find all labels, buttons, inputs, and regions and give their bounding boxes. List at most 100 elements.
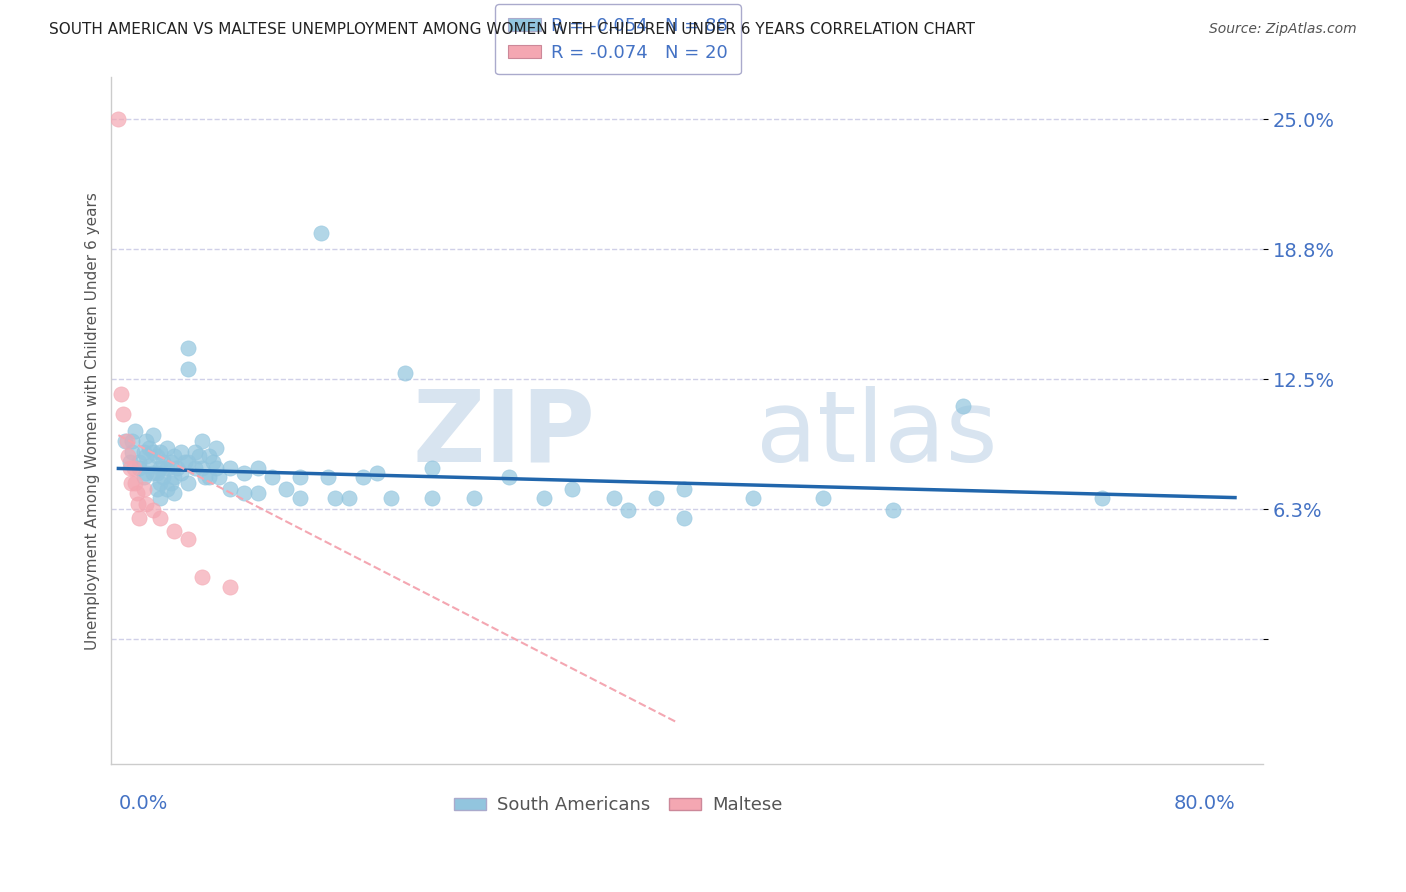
Legend: South Americans, Maltese: South Americans, Maltese [444, 788, 792, 823]
Point [422, 491, 444, 505]
Point [156, 441, 179, 455]
Point [191, 434, 214, 449]
Point [288, 470, 311, 484]
Point [191, 461, 214, 475]
Point [191, 569, 214, 583]
Point [366, 466, 388, 480]
Point [120, 476, 142, 491]
Point [205, 461, 228, 475]
Point [110, 386, 132, 401]
Point [146, 449, 169, 463]
Text: SOUTH AMERICAN VS MALTESE UNEMPLOYMENT AMONG WOMEN WITH CHILDREN UNDER 6 YEARS C: SOUTH AMERICAN VS MALTESE UNEMPLOYMENT A… [49, 22, 976, 37]
Point [132, 445, 155, 459]
Point [111, 408, 134, 422]
Point [233, 466, 256, 480]
Point [952, 399, 974, 413]
Point [274, 483, 297, 497]
Point [135, 434, 157, 449]
Point [177, 476, 200, 491]
Point [422, 461, 444, 475]
Point [174, 455, 197, 469]
Point [149, 445, 172, 459]
Text: 0.0%: 0.0% [118, 795, 167, 814]
Point [177, 532, 200, 546]
Point [135, 497, 157, 511]
Point [128, 461, 150, 475]
Point [156, 461, 179, 475]
Point [142, 503, 165, 517]
Point [323, 491, 346, 505]
Point [132, 470, 155, 484]
Point [380, 491, 402, 505]
Point [394, 366, 416, 380]
Point [152, 470, 174, 484]
Point [882, 503, 904, 517]
Point [644, 491, 666, 505]
Point [160, 455, 183, 469]
Point [128, 511, 150, 525]
Point [205, 441, 228, 455]
Point [149, 461, 172, 475]
Point [202, 455, 225, 469]
Point [316, 470, 339, 484]
Point [617, 503, 640, 517]
Point [194, 470, 217, 484]
Point [603, 491, 626, 505]
Point [160, 476, 183, 491]
Point [138, 459, 160, 474]
Point [128, 455, 150, 469]
Point [135, 466, 157, 480]
Point [184, 461, 207, 475]
Point [125, 486, 148, 500]
Point [107, 112, 129, 126]
Point [142, 445, 165, 459]
Point [463, 491, 485, 505]
Point [124, 424, 146, 438]
Point [163, 470, 186, 484]
Point [309, 227, 332, 241]
Point [122, 461, 145, 475]
Y-axis label: Unemployment Among Women with Children Under 6 years: Unemployment Among Women with Children U… [86, 192, 100, 649]
Point [352, 470, 374, 484]
Point [233, 486, 256, 500]
Point [184, 445, 207, 459]
Point [208, 470, 231, 484]
Point [672, 511, 695, 525]
Point [156, 483, 179, 497]
Point [146, 483, 169, 497]
Point [152, 455, 174, 469]
Point [142, 428, 165, 442]
Point [177, 341, 200, 355]
Point [146, 466, 169, 480]
Point [288, 491, 311, 505]
Point [198, 449, 221, 463]
Point [1091, 491, 1114, 505]
Point [533, 491, 555, 505]
Point [219, 580, 242, 594]
Point [498, 470, 520, 484]
Point [163, 486, 186, 500]
Point [246, 486, 269, 500]
Point [163, 524, 186, 538]
Point [117, 449, 139, 463]
Point [118, 455, 141, 469]
Point [142, 466, 165, 480]
Point [138, 441, 160, 455]
Point [114, 434, 136, 449]
Point [166, 461, 188, 475]
Point [742, 491, 765, 505]
Point [177, 455, 200, 469]
Point [177, 361, 200, 376]
Point [121, 445, 143, 459]
Point [188, 449, 211, 463]
Point [170, 466, 193, 480]
Point [260, 470, 283, 484]
Point [246, 461, 269, 475]
Point [115, 434, 138, 449]
Point [121, 434, 143, 449]
Point [219, 461, 242, 475]
Point [124, 476, 146, 491]
Point [170, 445, 193, 459]
Point [149, 511, 172, 525]
Point [149, 491, 172, 505]
